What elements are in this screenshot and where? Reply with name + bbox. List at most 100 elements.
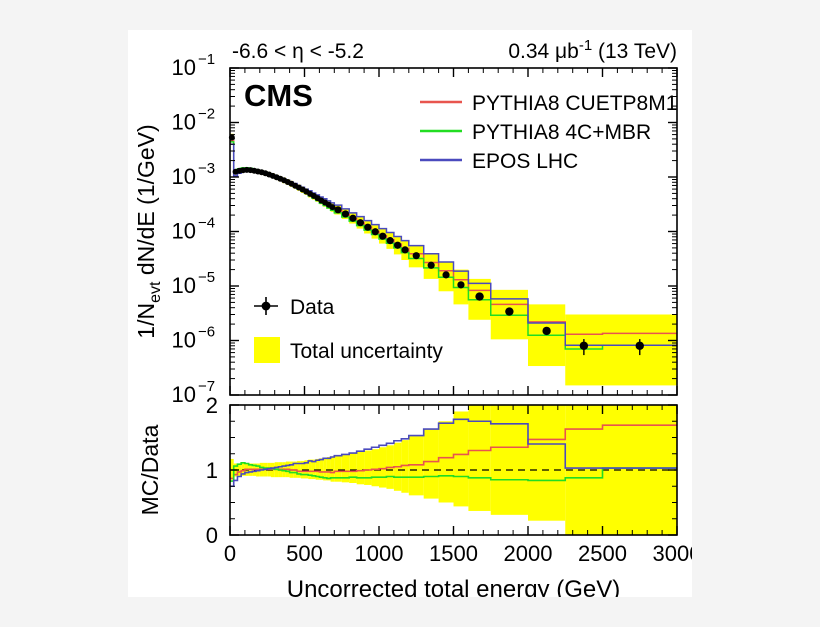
ratio-uncertainty-bin bbox=[349, 453, 357, 483]
ratio-uncertainty-bin bbox=[408, 436, 424, 496]
y-tick-label-group: 10 −7 bbox=[172, 378, 216, 407]
y-tick-label: 10 bbox=[172, 110, 196, 135]
x-tick-label: 1500 bbox=[429, 541, 478, 566]
y-tick-label-group: 10 −3 bbox=[172, 160, 216, 189]
y-tick-label: 10 bbox=[172, 55, 196, 80]
data-point bbox=[329, 204, 336, 211]
lumi-tail: (13 TeV) bbox=[592, 40, 677, 63]
y-tick-exponent: −7 bbox=[198, 378, 215, 395]
legend-entry-label: PYTHIA8 4C+MBR bbox=[472, 121, 651, 144]
ratio-uncertainty-bin bbox=[364, 450, 372, 485]
ratio-y-tick-label: 0 bbox=[206, 523, 218, 548]
legend-data-marker bbox=[261, 301, 271, 311]
ratio-uncertainty-bin bbox=[401, 440, 409, 493]
ratio-uncertainty-bin bbox=[341, 454, 350, 483]
x-axis-title: Uncorrected total energy (GeV) bbox=[287, 576, 620, 597]
data-point bbox=[394, 241, 402, 249]
ratio-uncertainty-bin bbox=[311, 459, 316, 480]
ratio-uncertainty-bin bbox=[297, 460, 301, 478]
legend-data-label: Data bbox=[290, 296, 335, 319]
ratio-uncertainty-bin bbox=[319, 458, 324, 480]
y-tick-label: 10 bbox=[172, 382, 196, 407]
data-point bbox=[457, 281, 465, 289]
main-axes: 10−110−210−310−410−510−610−7 bbox=[172, 51, 678, 407]
ratio-y-axis-title: MC/Data bbox=[137, 424, 163, 515]
ratio-uncertainty-bin bbox=[237, 463, 242, 476]
lumi-energy-label: 0.34 μb-1 (13 TeV) bbox=[508, 37, 677, 63]
x-tick-label: 3000 bbox=[653, 541, 692, 566]
ratio-uncertainty-bin bbox=[323, 457, 327, 481]
lumi-value: 0.34 μb bbox=[508, 40, 579, 63]
ratio-uncertainty-bin bbox=[379, 447, 387, 488]
ratio-uncertainty-bin bbox=[334, 455, 342, 482]
ratio-uncertainty-bin bbox=[326, 457, 331, 481]
data-point bbox=[341, 210, 350, 218]
y-title-sub: evt bbox=[147, 281, 164, 303]
y-axis-title-text: 1/Nevt dN/dE (1/GeV) bbox=[133, 124, 164, 338]
y-tick-label-group: 10 −2 bbox=[172, 106, 216, 135]
ratio-uncertainty-bin bbox=[308, 459, 312, 480]
main-data-points bbox=[228, 134, 644, 356]
y-tick-label: 10 bbox=[172, 219, 196, 244]
data-point bbox=[579, 341, 589, 350]
x-tick-label: 1000 bbox=[355, 541, 404, 566]
y-title-pre: 1/N bbox=[133, 303, 159, 339]
plot-canvas: 10 −1 10 −2 10 −3 10 −4 10 −5 10 −6 10 −7 1/Nevt dN/dE… bbox=[128, 30, 692, 597]
data-point bbox=[379, 232, 387, 240]
ratio-uncertainty-bin bbox=[468, 405, 491, 511]
y-tick-label-group: 10 −6 bbox=[172, 324, 216, 353]
ratio-uncertainty-bin bbox=[356, 451, 365, 485]
data-point bbox=[349, 214, 357, 222]
data-point bbox=[401, 246, 409, 254]
data-legend: Data Total uncertainty bbox=[254, 296, 443, 363]
data-point bbox=[442, 271, 450, 279]
ratio-uncertainty-bin bbox=[453, 411, 469, 507]
y-tick-label: 10 bbox=[172, 273, 196, 298]
ratio-y-tick-label: 2 bbox=[206, 393, 218, 418]
data-point bbox=[334, 206, 342, 214]
legend-entry-label: EPOS LHC bbox=[472, 150, 578, 173]
eta-range-label: -6.6 < η < -5.2 bbox=[232, 40, 364, 63]
ratio-uncertainty-bin bbox=[330, 456, 335, 482]
y-tick-label-group: 10 −4 bbox=[172, 215, 216, 244]
y-tick-label-group: 10 −5 bbox=[172, 269, 216, 298]
ratio-y-tick-label: 1 bbox=[206, 458, 218, 483]
legend-uncertainty-label: Total uncertainty bbox=[290, 340, 443, 363]
ratio-uncertainty-bin bbox=[528, 405, 566, 521]
y-tick-exponent: −1 bbox=[198, 51, 215, 68]
ratio-axes: 0 1 2 0 500 1000 1500 2000 2500 3000 bbox=[206, 393, 692, 566]
physics-plot-svg: 10−110−210−310−410−510−610 −71/Nevt dN/dE… bbox=[133, 37, 692, 597]
y-axis-title: 1/Nevt dN/dE (1/GeV) bbox=[133, 124, 164, 338]
data-point bbox=[475, 292, 484, 301]
cms-label: CMS bbox=[244, 78, 313, 113]
data-point bbox=[505, 307, 514, 316]
ratio-mc-curves bbox=[230, 418, 677, 488]
ratio-curve-epos-lhc bbox=[230, 418, 677, 488]
data-point bbox=[356, 219, 364, 227]
legend-entry-label: PYTHIA8 CUETP8M1 bbox=[472, 92, 677, 115]
x-tick-label: 2000 bbox=[504, 541, 553, 566]
data-point bbox=[364, 223, 372, 231]
y-tick-exponent: −4 bbox=[198, 215, 215, 232]
y-tick-exponent: −5 bbox=[198, 269, 215, 286]
y-tick-exponent: −3 bbox=[198, 160, 215, 177]
ratio-uncertainty-bin bbox=[490, 405, 528, 515]
ratio-uncertainty-bin bbox=[438, 421, 454, 503]
ratio-uncertainty-bin bbox=[423, 429, 439, 499]
y-tick-label: 10 bbox=[172, 328, 196, 353]
data-point bbox=[427, 261, 435, 269]
data-point bbox=[371, 228, 379, 236]
y-tick-label-group: 10 −1 bbox=[172, 51, 216, 80]
ratio-curve-pythia8-4c-mbr bbox=[230, 462, 677, 482]
x-tick-label: 500 bbox=[286, 541, 323, 566]
lumi-exponent: -1 bbox=[579, 37, 592, 54]
y-tick-label: 10 bbox=[172, 164, 196, 189]
x-tick-label: 0 bbox=[224, 541, 236, 566]
y-title-post: dN/dE (1/GeV) bbox=[133, 124, 159, 281]
ratio-uncertainty-bin bbox=[371, 449, 379, 487]
y-tick-exponent: −6 bbox=[198, 324, 215, 341]
mc-legend: PYTHIA8 CUETP8M1 PYTHIA8 4C+MBR EPOS LHC bbox=[420, 92, 677, 173]
ratio-y-axis-title-text: MC/Data bbox=[137, 424, 163, 515]
legend-uncertainty-swatch bbox=[254, 337, 280, 363]
